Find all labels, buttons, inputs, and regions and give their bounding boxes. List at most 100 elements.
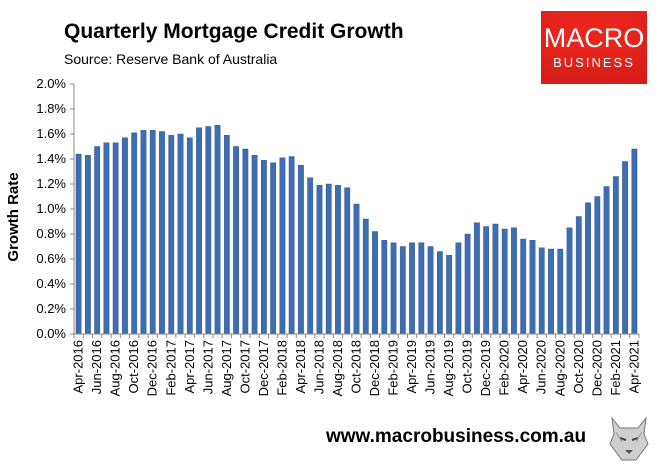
bar	[381, 240, 388, 335]
x-tick-label: Apr-2018	[293, 340, 308, 393]
bar	[270, 162, 277, 335]
bar	[186, 137, 193, 335]
y-axis-ticks: 0.0% 0.2% 0.4% 0.6% 0.8% 1.0% 1.2% 1.4% 1.6% 1.8%…	[36, 76, 74, 341]
bar	[168, 135, 175, 335]
chart-source: Source: Reserve Bank of Australia	[64, 51, 278, 67]
bar	[205, 126, 212, 335]
bar	[122, 137, 128, 335]
x-tick-label: Oct-2017	[237, 340, 252, 393]
bar	[529, 240, 536, 335]
y-axis-label: Growth Rate	[5, 172, 22, 261]
bar	[223, 135, 230, 335]
x-tick-label: Jun-2016	[89, 340, 104, 394]
bar	[177, 133, 184, 335]
x-tick-label: Oct-2019	[460, 340, 475, 393]
bar	[501, 228, 508, 335]
macrobusiness-logo: MACRO BUSINESS	[541, 11, 647, 84]
bar	[548, 248, 554, 335]
x-tick-label: Dec-2020	[589, 340, 604, 396]
y-tick-label: 0.6%	[36, 251, 66, 266]
bar	[575, 216, 582, 335]
x-axis-ticks: Apr-2016 Jun-2016 Aug-2016 Oct-2016 Dec-2016…	[71, 334, 641, 396]
x-tick-label: Apr-2019	[404, 340, 419, 393]
x-tick-label: Oct-2020	[571, 340, 586, 393]
y-tick-label: 0.2%	[36, 301, 66, 316]
bar	[94, 146, 101, 335]
bar	[112, 142, 119, 335]
bar	[585, 202, 591, 335]
y-tick-label: 1.4%	[36, 151, 66, 166]
bar	[140, 130, 147, 335]
x-tick-label: Feb-2021	[608, 340, 623, 396]
x-tick-label: Aug-2020	[552, 340, 567, 396]
x-tick-label: Feb-2018	[274, 340, 289, 396]
bar	[538, 247, 545, 335]
bar	[631, 148, 638, 335]
bar	[214, 125, 221, 335]
x-tick-label: Apr-2021	[626, 340, 641, 393]
y-tick-label: 0.8%	[36, 226, 66, 241]
wolf-mascot-icon	[609, 416, 649, 461]
bar-series	[75, 125, 638, 335]
bar	[492, 223, 499, 335]
bar	[603, 186, 610, 335]
x-tick-label: Feb-2020	[497, 340, 512, 396]
y-tick-label: 2.0%	[36, 76, 66, 91]
chart-title: Quarterly Mortgage Credit Growth	[64, 20, 404, 43]
website-url: www.macrobusiness.com.au	[326, 426, 587, 447]
bar	[307, 177, 314, 335]
bar	[399, 246, 406, 335]
x-tick-label: Dec-2017	[256, 340, 271, 396]
x-tick-label: Aug-2017	[219, 340, 234, 396]
bar	[85, 155, 91, 335]
bar	[149, 130, 156, 335]
bar	[511, 227, 517, 335]
bar	[520, 238, 527, 335]
x-tick-label: Dec-2018	[367, 340, 382, 396]
bar	[353, 203, 360, 335]
bar	[464, 233, 471, 335]
bar	[242, 148, 249, 335]
bar	[566, 227, 573, 335]
bar	[75, 153, 82, 335]
x-tick-label: Apr-2016	[71, 340, 86, 393]
y-tick-label: 1.6%	[36, 126, 66, 141]
bar	[260, 160, 267, 335]
bar	[409, 242, 415, 335]
x-tick-label: Dec-2019	[478, 340, 493, 396]
bar	[557, 248, 564, 335]
x-tick-label: Feb-2019	[386, 340, 401, 396]
bar	[474, 222, 480, 335]
bar	[436, 251, 443, 335]
bar	[196, 127, 202, 335]
bar	[103, 142, 110, 335]
bar	[362, 218, 369, 335]
bar	[316, 185, 323, 335]
bar	[483, 226, 490, 335]
x-tick-label: Apr-2020	[515, 340, 530, 393]
x-tick-label: Dec-2016	[145, 340, 160, 396]
y-tick-label: 1.2%	[36, 176, 66, 191]
y-tick-label: 0.4%	[36, 276, 66, 291]
bar	[622, 161, 628, 335]
bar	[298, 165, 304, 335]
bar	[427, 246, 434, 335]
bar	[335, 185, 341, 335]
x-tick-label: Oct-2016	[126, 340, 141, 393]
bar	[325, 183, 332, 335]
logo-line-1: MACRO	[543, 23, 645, 53]
bar	[233, 146, 239, 335]
x-tick-label: Oct-2018	[349, 340, 364, 393]
bar	[344, 187, 351, 335]
y-tick-label: 1.0%	[36, 201, 66, 216]
x-tick-label: Feb-2017	[163, 340, 178, 396]
x-tick-label: Jun-2019	[423, 340, 438, 394]
bar	[279, 157, 286, 335]
x-tick-label: Aug-2018	[330, 340, 345, 396]
bar	[390, 242, 397, 335]
bar	[251, 155, 258, 335]
bar	[418, 242, 425, 335]
x-tick-label: Jun-2018	[311, 340, 326, 394]
logo-line-2: BUSINESS	[553, 55, 635, 70]
